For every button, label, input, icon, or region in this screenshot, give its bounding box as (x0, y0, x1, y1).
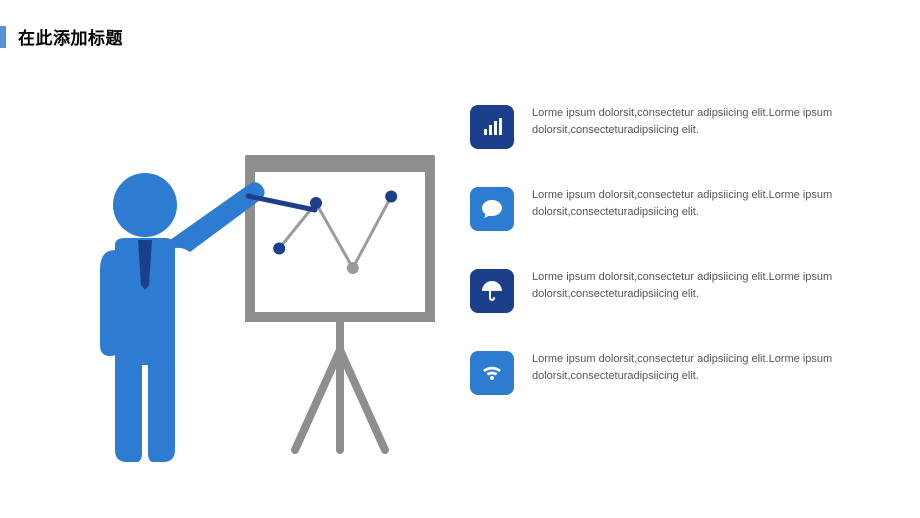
feature-text: Lorme ipsum dolorsit,consectetur adipsii… (532, 269, 880, 302)
bar-chart-icon (480, 115, 504, 139)
feature-icon-box (470, 105, 514, 149)
feature-text: Lorme ipsum dolorsit,consectetur adipsii… (532, 351, 880, 384)
presentation-board (245, 155, 435, 317)
feature-icon-box (470, 351, 514, 395)
feature-item: Lorme ipsum dolorsit,consectetur adipsii… (470, 187, 880, 231)
feature-item: Lorme ipsum dolorsit,consectetur adipsii… (470, 351, 880, 395)
feature-icon-box (470, 269, 514, 313)
page-title: 在此添加标题 (18, 24, 123, 49)
feature-list: Lorme ipsum dolorsit,consectetur adipsii… (470, 105, 880, 433)
presenter-illustration (60, 150, 440, 470)
feature-text: Lorme ipsum dolorsit,consectetur adipsii… (532, 187, 880, 220)
speech-bubble-icon (480, 197, 504, 221)
feature-text: Lorme ipsum dolorsit,consectetur adipsii… (532, 105, 880, 138)
wifi-icon (480, 361, 504, 385)
feature-item: Lorme ipsum dolorsit,consectetur adipsii… (470, 269, 880, 313)
feature-item: Lorme ipsum dolorsit,consectetur adipsii… (470, 105, 880, 149)
title-bar: 在此添加标题 (0, 24, 123, 49)
board-stand (295, 320, 385, 450)
feature-icon-box (470, 187, 514, 231)
umbrella-icon (480, 279, 504, 303)
title-accent (0, 26, 6, 48)
